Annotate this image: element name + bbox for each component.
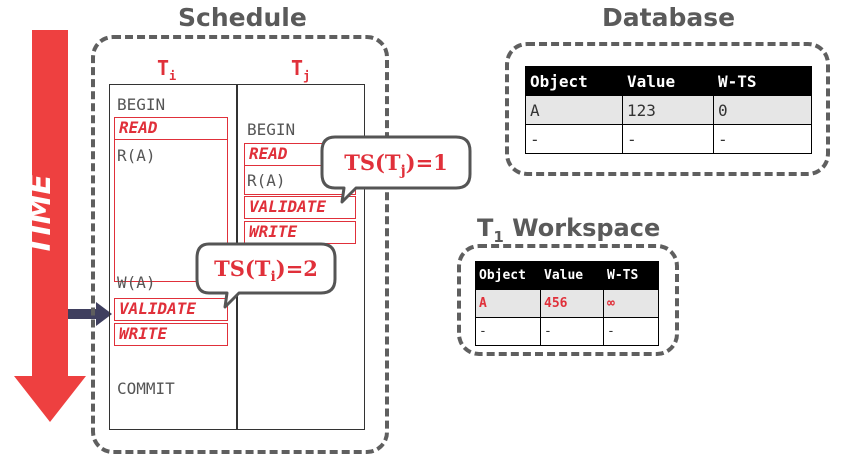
schedule-frame	[91, 35, 389, 454]
table-cell: 123	[622, 95, 714, 125]
table-header-row: Object Value W-TS	[475, 261, 659, 290]
table-cell: -	[475, 317, 541, 346]
column-header: Object	[525, 66, 623, 96]
table-cell: -	[525, 124, 623, 154]
column-header: W-TS	[713, 66, 812, 96]
table-row: A 123 0	[525, 95, 812, 125]
callout-ts-ti: TS(Ti)=2	[195, 242, 337, 309]
ti-read-a: R(A)	[117, 146, 156, 165]
ti-read-phase: READ	[114, 117, 228, 140]
ti-validate-phase: VALIDATE	[114, 298, 228, 321]
schedule-title: Schedule	[178, 3, 307, 32]
database-table: Object Value W-TS A 123 0 - - -	[525, 66, 812, 154]
ti-write-a: W(A)	[117, 273, 156, 292]
callout-ts-tj-text: TS(Tj)=1	[344, 150, 448, 179]
tj-label: Tj	[291, 56, 311, 83]
table-row: - - -	[475, 317, 659, 346]
ti-commit: COMMIT	[117, 379, 175, 398]
table-cell: -	[713, 124, 812, 154]
database-title: Database	[602, 3, 736, 32]
column-header: Value	[540, 261, 604, 290]
ti-begin: BEGIN	[117, 95, 166, 114]
table-cell: 456	[540, 289, 604, 318]
workspace-table: Object Value W-TS A 456 ∞ - - -	[475, 261, 659, 346]
table-row: A 456 ∞	[475, 289, 659, 318]
tj-begin: BEGIN	[247, 120, 296, 139]
time-arrow: TIME	[14, 30, 86, 422]
column-header: Value	[622, 66, 714, 96]
ti-write-phase: WRITE	[114, 323, 228, 346]
tj-validate-phase: VALIDATE	[244, 196, 356, 219]
table-cell: -	[540, 317, 604, 346]
ti-read-phase-frame	[114, 139, 228, 282]
table-cell: -	[603, 317, 659, 346]
table-cell: 0	[713, 95, 812, 125]
workspace-frame	[457, 244, 679, 356]
workspace-title: T1 Workspace	[477, 214, 661, 246]
time-label: TIME	[23, 174, 58, 256]
column-header: W-TS	[603, 261, 659, 290]
callout-ts-tj: TS(Tj)=1	[320, 135, 472, 204]
table-header-row: Object Value W-TS	[525, 66, 812, 96]
table-cell: ∞	[603, 289, 659, 318]
ti-label: Ti	[157, 56, 177, 83]
database-frame	[505, 42, 830, 176]
callout-ts-ti-text: TS(Ti)=2	[214, 256, 318, 285]
current-step-pointer-icon	[68, 302, 112, 326]
table-cell: A	[525, 95, 623, 125]
table-cell: -	[622, 124, 714, 154]
tj-read-a: R(A)	[247, 171, 286, 190]
column-header: Object	[475, 261, 541, 290]
table-cell: A	[475, 289, 541, 318]
table-row: - - -	[525, 124, 812, 154]
